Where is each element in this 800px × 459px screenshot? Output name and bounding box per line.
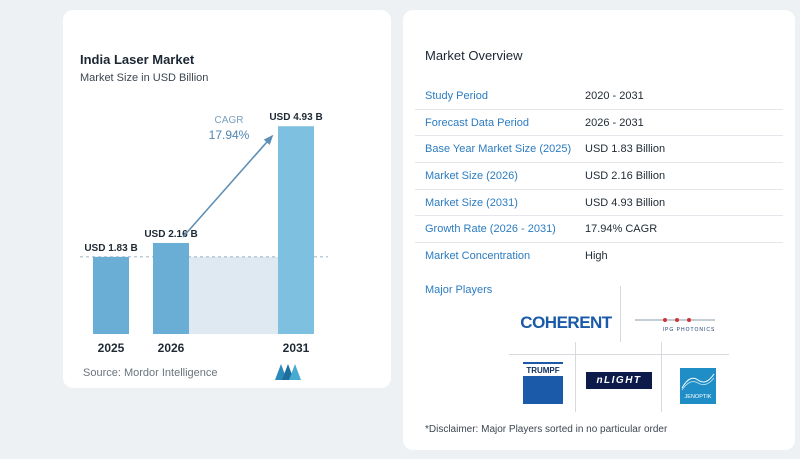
row-label: Growth Rate (2026 - 2031) xyxy=(425,223,556,236)
nlight-logo: nLIGHT xyxy=(586,372,652,389)
players-divider-h xyxy=(509,354,729,355)
overview-row: Market Size (2026) USD 2.16 Billion xyxy=(415,163,783,190)
jenoptik-logo: JENOPTIK xyxy=(680,368,716,404)
overview-row: Growth Rate (2026 - 2031) 17.94% CAGR xyxy=(415,216,783,244)
row-label: Base Year Market Size (2025) xyxy=(425,143,572,156)
row-label: Market Size (2031) xyxy=(425,196,518,209)
ipg-lines-icon xyxy=(635,318,715,322)
overview-card: Market Overview Study Period 2020 - 2031 … xyxy=(403,10,795,450)
trumpf-logo: TRUMPF xyxy=(523,362,563,404)
overview-row: Market Concentration High xyxy=(415,243,783,270)
row-label: Forecast Data Period xyxy=(425,116,529,129)
chart-subtitle: Market Size in USD Billion xyxy=(80,72,209,84)
overview-table: Study Period 2020 - 2031 Forecast Data Pe… xyxy=(415,83,783,270)
chart-title: India Laser Market xyxy=(80,52,195,67)
data-label-2025: USD 1.83 B xyxy=(84,243,137,254)
projection-band xyxy=(189,256,278,334)
row-value: 2020 - 2031 xyxy=(585,89,644,102)
row-label: Market Concentration xyxy=(425,250,531,263)
data-label-2031: USD 4.93 B xyxy=(269,112,322,123)
players-divider-v2 xyxy=(575,342,576,412)
row-label: Market Size (2026) xyxy=(425,169,518,182)
data-label-2026: USD 2.16 B xyxy=(144,229,197,240)
x-tick-2031: 2031 xyxy=(283,341,310,355)
overview-title: Market Overview xyxy=(425,48,523,63)
players-divider-v3 xyxy=(661,342,662,412)
row-value: 17.94% CAGR xyxy=(585,223,658,236)
overview-row: Base Year Market Size (2025) USD 1.83 Bil… xyxy=(415,136,783,164)
bar-2031 xyxy=(278,126,314,334)
bar-2025 xyxy=(93,256,129,334)
cagr-label: CAGR xyxy=(215,115,244,126)
row-value: USD 2.16 Billion xyxy=(585,169,666,182)
row-value: USD 4.93 Billion xyxy=(585,196,666,209)
row-value: USD 1.83 Billion xyxy=(585,143,666,156)
chart-card: India Laser Market Market Size in USD Bi… xyxy=(63,10,391,388)
major-players-title: Major Players xyxy=(425,284,493,296)
x-tick-2026: 2026 xyxy=(158,341,185,355)
cagr-arrow-line xyxy=(182,135,273,238)
jenoptik-wave-icon xyxy=(681,373,715,391)
bar-2026 xyxy=(153,242,189,334)
row-value: 2026 - 2031 xyxy=(585,116,644,129)
mordor-logo-icon xyxy=(275,364,301,380)
row-label: Study Period xyxy=(425,89,488,102)
overview-row: Forecast Data Period 2026 - 2031 xyxy=(415,110,783,137)
overview-row: Study Period 2020 - 2031 xyxy=(415,83,783,110)
ipg-photonics-logo: IPG PHOTONICS xyxy=(632,306,718,340)
overview-row: Market Size (2031) USD 4.93 Billion xyxy=(415,190,783,217)
cagr-value: 17.94% xyxy=(209,128,250,142)
bar-chart: USD 1.83 B 2025 USD 2.16 B 2026 USD 4.93 B 20… xyxy=(80,112,328,355)
x-tick-2025: 2025 xyxy=(98,341,125,355)
players-divider-v xyxy=(620,286,621,342)
disclaimer: *Disclaimer: Major Players sorted in no … xyxy=(425,424,668,435)
row-value: High xyxy=(585,250,608,263)
cagr-arrow-head xyxy=(263,134,274,145)
coherent-logo: COHERENT xyxy=(520,313,612,332)
source-label: Source: Mordor Intelligence xyxy=(83,367,218,379)
